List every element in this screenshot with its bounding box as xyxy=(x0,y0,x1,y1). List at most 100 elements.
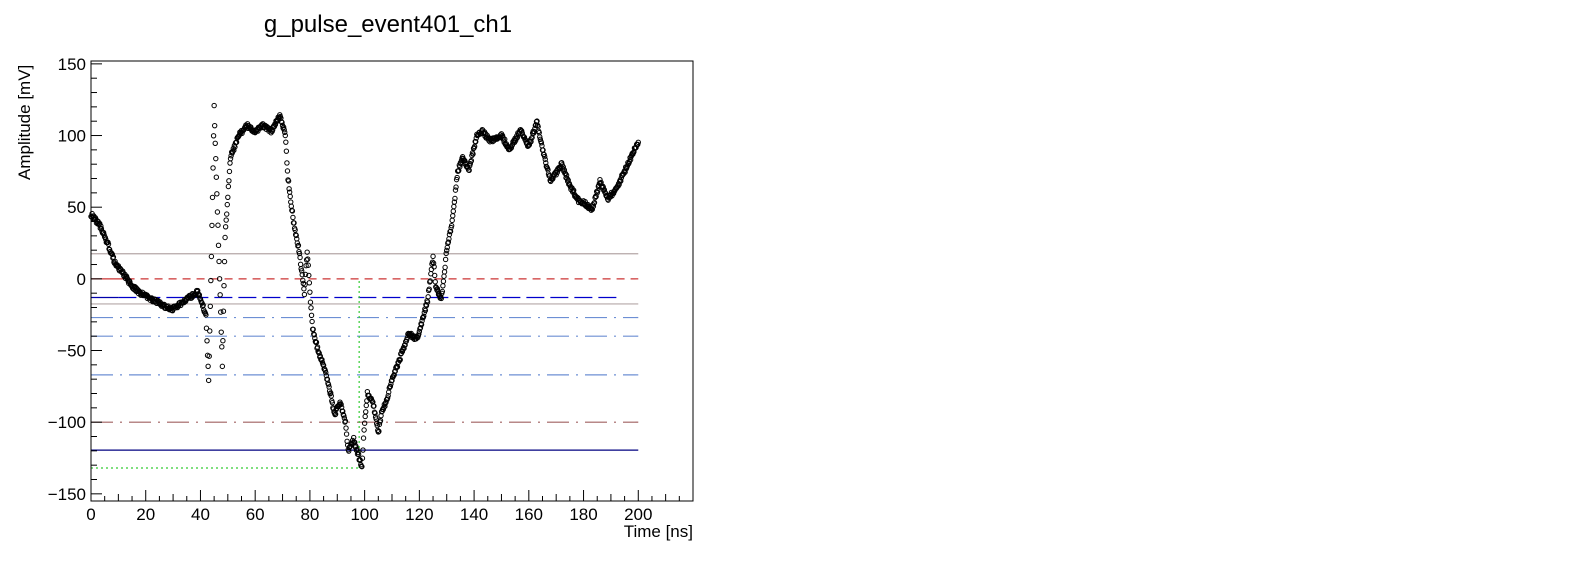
data-point xyxy=(354,446,360,452)
x-tick-label: 180 xyxy=(569,505,597,524)
data-point xyxy=(361,420,368,426)
data-point xyxy=(284,168,291,174)
data-point xyxy=(419,318,425,324)
data-point xyxy=(453,184,459,190)
data-point xyxy=(343,425,349,431)
x-tick-label: 200 xyxy=(624,505,652,524)
data-point xyxy=(225,194,231,200)
data-point xyxy=(360,447,366,453)
y-tick-label: 0 xyxy=(77,270,86,289)
data-point xyxy=(600,184,606,190)
x-tick-label: 0 xyxy=(86,505,95,524)
data-point xyxy=(307,289,313,295)
x-tick-label: 160 xyxy=(515,505,543,524)
data-point xyxy=(287,193,293,200)
data-point xyxy=(288,199,294,205)
data-point xyxy=(220,338,226,344)
plot-frame xyxy=(90,60,694,502)
data-point xyxy=(212,140,218,147)
data-point xyxy=(431,264,437,270)
data-point xyxy=(230,148,236,155)
data-point xyxy=(444,244,450,251)
x-tick-label: 140 xyxy=(460,505,488,524)
data-point xyxy=(222,234,228,241)
data-point xyxy=(601,187,608,193)
data-point xyxy=(109,251,116,258)
data-point xyxy=(207,328,213,334)
data-point xyxy=(446,231,453,238)
data-point xyxy=(343,431,350,437)
data-point xyxy=(443,250,449,257)
data-point xyxy=(203,312,209,318)
data-point xyxy=(303,262,309,269)
y-tick-label: −100 xyxy=(48,413,86,432)
data-point xyxy=(222,224,229,230)
data-point xyxy=(426,286,432,292)
data-point xyxy=(208,253,215,260)
data-point xyxy=(355,451,362,458)
data-point xyxy=(454,174,460,181)
data-point xyxy=(338,401,344,408)
data-point xyxy=(428,266,435,273)
data-point xyxy=(329,399,336,406)
data-point xyxy=(563,172,570,178)
data-point xyxy=(452,187,459,193)
data-point xyxy=(297,254,303,261)
data-point xyxy=(304,249,310,255)
data-point xyxy=(203,325,210,331)
data-point xyxy=(213,174,220,180)
data-point xyxy=(447,228,454,235)
data-point xyxy=(279,119,285,126)
y-tick-label: −150 xyxy=(48,485,86,504)
data-point xyxy=(283,148,290,154)
data-point xyxy=(538,140,545,146)
data-point xyxy=(224,211,230,217)
x-tick-label: 100 xyxy=(350,505,378,524)
data-point xyxy=(424,299,431,305)
data-point xyxy=(286,186,292,192)
data-point xyxy=(214,191,220,197)
data-point xyxy=(311,332,317,338)
x-tick-label: 60 xyxy=(246,505,265,524)
data-point xyxy=(101,232,107,238)
data-point xyxy=(591,199,598,206)
data-point xyxy=(421,313,427,319)
data-point xyxy=(283,139,289,145)
data-point xyxy=(416,331,422,337)
data-point xyxy=(558,159,565,166)
data-point xyxy=(508,145,515,151)
data-point xyxy=(385,392,391,399)
data-point xyxy=(542,156,548,163)
x-tick-label: 80 xyxy=(300,505,319,524)
data-point xyxy=(300,277,306,284)
data-point xyxy=(210,165,216,171)
x-axis-label: Time [ns] xyxy=(624,522,693,541)
data-point xyxy=(301,291,308,298)
data-point xyxy=(438,295,444,302)
data-point xyxy=(325,381,332,388)
data-point xyxy=(220,308,227,314)
data-point xyxy=(376,428,382,435)
data-point xyxy=(205,377,212,384)
data-point xyxy=(323,372,330,379)
y-tick-label: 100 xyxy=(58,127,86,146)
data-point xyxy=(431,272,438,279)
data-point xyxy=(289,208,296,214)
data-point xyxy=(303,257,310,263)
x-tick-label: 40 xyxy=(191,505,210,524)
data-point xyxy=(425,294,431,300)
data-point xyxy=(440,278,447,284)
data-point xyxy=(381,404,387,411)
data-point xyxy=(442,256,449,263)
data-point xyxy=(209,222,215,229)
data-point xyxy=(434,286,441,292)
data-point xyxy=(227,155,234,162)
data-point xyxy=(225,183,232,190)
data-point xyxy=(618,178,624,184)
data-point xyxy=(291,220,297,226)
data-point xyxy=(306,272,312,279)
data-point xyxy=(444,247,450,254)
data-point xyxy=(297,261,304,268)
data-point xyxy=(430,260,437,266)
data-point xyxy=(448,222,455,229)
